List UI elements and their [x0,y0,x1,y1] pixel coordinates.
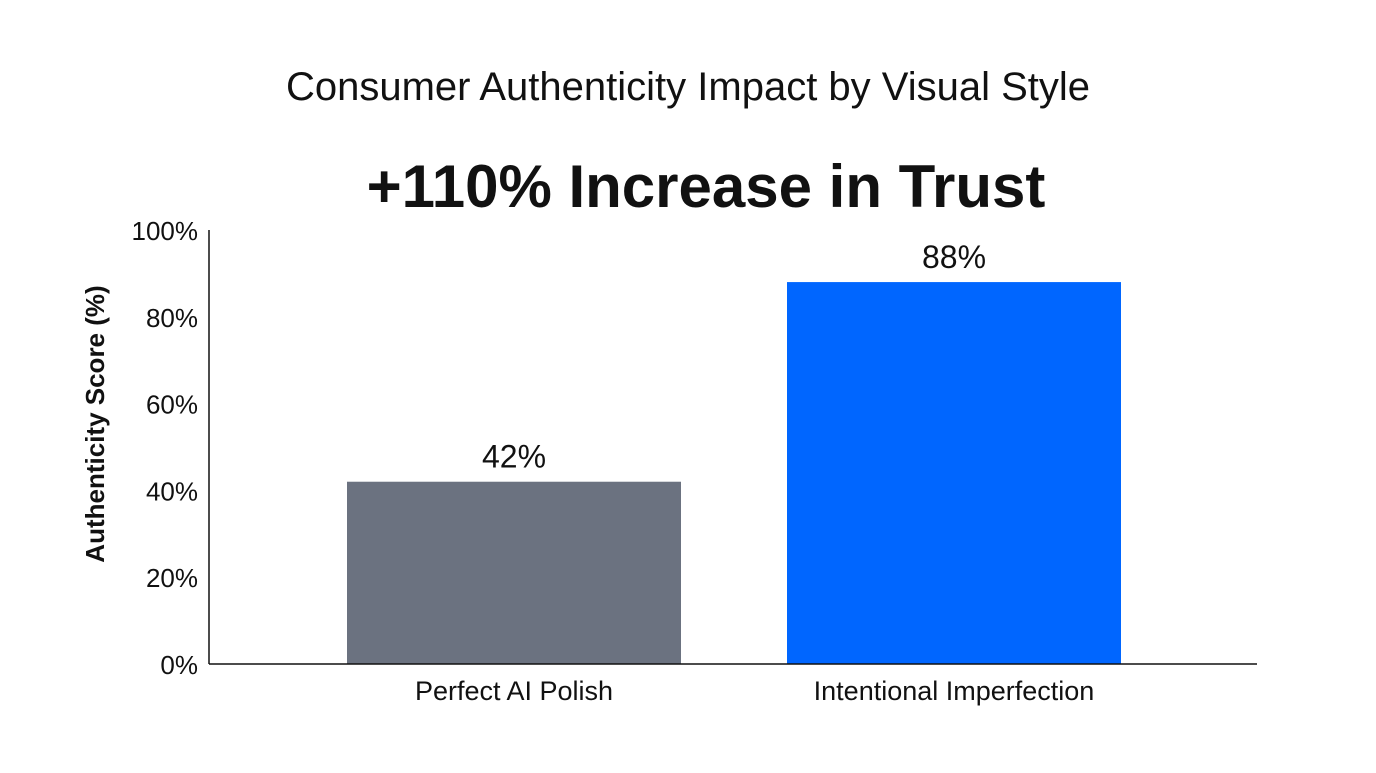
x-tick-label: Perfect AI Polish [415,676,613,706]
y-tick-label: 40% [146,476,198,506]
chart-subtitle: +110% Increase in Trust [367,153,1046,220]
y-tick-label: 80% [146,303,198,333]
x-tick-label: Intentional Imperfection [814,676,1095,706]
y-tick-label: 0% [160,650,198,680]
y-axis-label: Authenticity Score (%) [80,285,110,562]
data-label: 88% [922,239,986,275]
y-tick-label: 100% [132,216,199,246]
y-tick-label: 20% [146,563,198,593]
bar [347,481,681,664]
bar [787,282,1121,664]
chart-title: Consumer Authenticity Impact by Visual S… [286,65,1090,109]
data-label: 42% [482,439,546,475]
y-tick-label: 60% [146,390,198,420]
